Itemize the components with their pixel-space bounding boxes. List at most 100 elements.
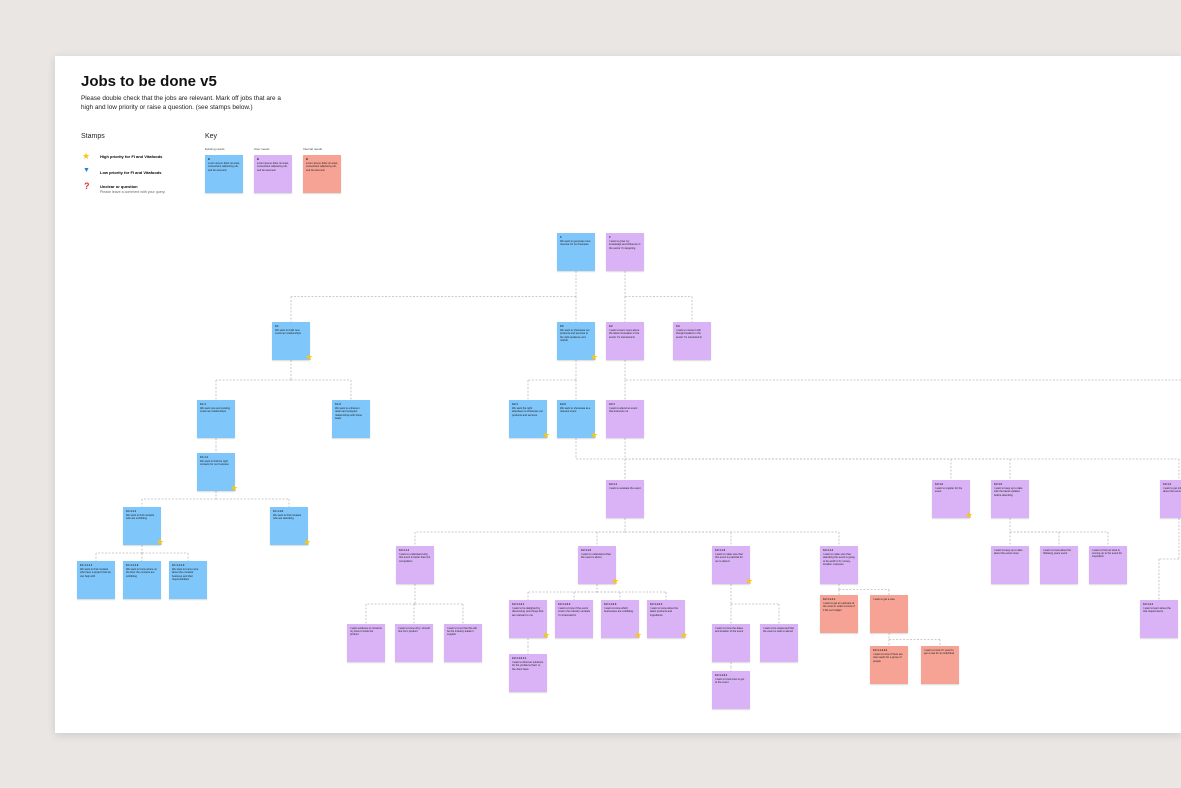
sticky-note: 0.2.1.1.2.1.1 I want to discover solution…: [509, 654, 547, 692]
note-text: I want to get an estimate of the costs i…: [823, 602, 855, 612]
note-text: We want to build new customer relationsh…: [275, 329, 301, 336]
sticky-note: 0.2.1 We want the right attendees to show…: [509, 400, 547, 438]
note-id: 0.2.1.4: [1163, 483, 1171, 486]
note-text: I want evidence to convince my boss to b…: [350, 627, 382, 637]
star-stamp: ★: [590, 430, 599, 440]
key-id: B: [257, 158, 259, 161]
sticky-note: 0.1.1.1.1.2 We want to know where on the …: [123, 561, 161, 599]
sticky-note: 0.2.1.1.2.2 I want to know if the event c…: [555, 600, 593, 638]
question-icon: ?: [84, 181, 90, 191]
note-text: I want to discover solutions for the pro…: [512, 661, 544, 671]
sticky-note: 0.2.1.1.4 I want to make sure that attend…: [820, 546, 858, 584]
note-id: 0.1.2: [335, 403, 341, 406]
note-text: We want to enhance / retain and prospect…: [335, 407, 362, 420]
note-text: I want to be reassured that the event is…: [763, 627, 794, 634]
star-stamp: ★: [542, 430, 551, 440]
note-text: I want to evaluate the event: [609, 487, 641, 491]
key-label: Internal needs: [303, 147, 323, 151]
note-text: I want to know which businesses are exhi…: [604, 607, 634, 614]
sticky-note: I want to know if I need to get a visa f…: [921, 646, 959, 684]
sticky-note: I want to keep up to date about the even…: [991, 546, 1029, 584]
stamp-label: High priority for FI and Vitafoods: [100, 154, 163, 159]
star-stamp: ★: [590, 352, 599, 362]
note-text: I want to be delighted by discovering ne…: [512, 607, 544, 617]
note-text: We want to find contacts who have a proj…: [80, 568, 111, 578]
note-id: 0: [560, 236, 562, 239]
key-text: Lorem ipsum dolor sit amet, consectetur …: [208, 162, 241, 172]
sticky-note: 0.2.1.1.3.1 I want to know how to get to …: [712, 671, 750, 709]
note-id: 0.2.1.1.2.1: [512, 603, 525, 606]
note-id: 0.1.1.1.2: [273, 510, 284, 513]
note-text: I want to know if I need to get a visa f…: [924, 649, 954, 656]
star-stamp: ★: [305, 352, 314, 362]
sticky-note: 0.1 We want to build new customer relatio…: [272, 322, 310, 360]
sticky-note: 0.2.1.1.2.1 I want to be delighted by dis…: [509, 600, 547, 638]
note-id: 0: [609, 236, 611, 239]
sticky-note: 0.1.2 We want to enhance / retain and pro…: [332, 400, 370, 438]
sticky-note: 0.2.1.1.4.2.1 I want to know if there are…: [870, 646, 908, 684]
sticky-note: 0.2.1.1.2 I want to understand what the e…: [578, 546, 616, 584]
note-text: I want to keep up to date about the even…: [994, 549, 1023, 556]
note-id: 0.2.1.1.2.1.1: [512, 657, 527, 660]
note-id: 0.1.1: [200, 403, 206, 406]
thumb-icon: ▼: [83, 167, 90, 174]
key-text: Lorem ipsum dolor sit amet, consectetur …: [306, 162, 339, 172]
star-stamp: ★: [230, 483, 239, 493]
sticky-note: 0 We want to generate more revenue for ou…: [557, 233, 595, 271]
key-label: User needs: [254, 147, 270, 151]
note-text: I want to know about the following years…: [1043, 549, 1072, 556]
note-id: 0.2.1: [512, 403, 518, 406]
note-id: 0.2.1.1.3.1: [715, 674, 728, 677]
star-stamp: ★: [156, 537, 165, 547]
key-label: Existing needs: [205, 147, 225, 151]
note-id: 0.2.1.1.2.3: [604, 603, 617, 606]
note-id: 0.2.2: [560, 403, 566, 406]
sticky-note: I want to know about the following years…: [1040, 546, 1078, 584]
key-title: Key: [205, 133, 218, 140]
note-id: 0.2.1.2: [935, 483, 943, 486]
star-stamp: ★: [634, 630, 643, 640]
note-text: I want to connect with thought leaders i…: [676, 329, 703, 339]
note-text: I want to know why I should hire from pr…: [398, 627, 430, 634]
sticky-note: 0.2.1.1 I want to evaluate the event: [606, 480, 644, 518]
sticky-note: I want to trust that this will be the in…: [444, 624, 482, 662]
note-text: I want to know the dates and location of…: [715, 627, 744, 634]
stamp-note: Please leave a comment with your query.: [100, 190, 166, 194]
note-id: 0.2.1.1.2: [581, 549, 592, 552]
sticky-note: 0.1.1.1.2 We want to find contacts who ar…: [270, 507, 308, 545]
note-text: I want to keep up to date with the lates…: [994, 487, 1023, 497]
note-id: 0.1.1.1: [200, 456, 208, 459]
note-id: 0.2.1.1.4.1: [823, 598, 836, 601]
title: Jobs to be done v5: [81, 73, 217, 90]
sticky-note: 0.1.1.1.1 We want to find contacts who ar…: [123, 507, 161, 545]
note-id: 0.2.1.1: [609, 483, 617, 486]
note-id: 0.1.1.1.1: [126, 510, 137, 513]
sticky-note: 0.3 I want to connect with thought leader…: [673, 322, 711, 360]
sticky-note: 0.2 I want to learn more about the latest…: [606, 322, 644, 360]
note-id: 0.1.1.1.1.1: [80, 564, 93, 567]
note-text: We want to find contacts who are exhibit…: [126, 514, 155, 521]
star-stamp: ★: [303, 537, 312, 547]
sticky-note: I want to know why I should hire from pr…: [395, 624, 433, 662]
star-icon: ★: [82, 151, 91, 161]
note-text: I want to learn about the trial requirem…: [1143, 607, 1171, 614]
note-text: I want to attend an event that interests…: [609, 407, 638, 414]
note-text: We want to know where on the floor the c…: [126, 568, 158, 578]
note-text: We want to generate more revenue for our…: [560, 240, 591, 247]
stamp-label: Low priority for FI and Vitafoods: [100, 170, 162, 175]
sticky-note: I want to find out what is coming up to …: [1089, 546, 1127, 584]
note-text: I want to get information about the even…: [1163, 487, 1181, 494]
note-id: 0.1.1.1.1.3: [172, 564, 185, 567]
note-text: I want to make sure that attending the e…: [823, 553, 855, 566]
note-id: 0.3: [676, 325, 680, 328]
stamps-title: Stamps: [81, 133, 105, 140]
star-stamp: ★: [680, 630, 689, 640]
note-id: 0.2.1.4.1: [1143, 603, 1154, 606]
note-id: 0.2: [560, 325, 564, 328]
note-text: I want to find out what is coming up to …: [1092, 549, 1122, 559]
note-id: 0.2: [609, 325, 613, 328]
sticky-note: I want to know the dates and location of…: [712, 624, 750, 662]
sticky-note: 0.2.1.4.1 I want to learn about the trial…: [1140, 600, 1178, 638]
subtitle: Please double check that the jobs are re…: [81, 95, 281, 112]
